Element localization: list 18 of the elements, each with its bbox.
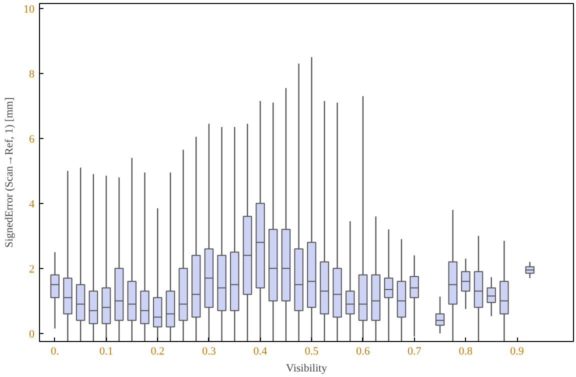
x-tick-label: 0.9 — [510, 346, 524, 358]
x-tick-label: 0.8 — [458, 346, 474, 358]
x-tick-label: 0.4 — [253, 346, 268, 358]
y-tick-label: 4 — [29, 198, 35, 210]
x-tick-label: 0.6 — [356, 346, 370, 358]
x-tick-label: 0.1 — [99, 346, 114, 358]
x-tick-label: 0. — [50, 346, 60, 358]
y-tick-label: 2 — [29, 263, 34, 276]
y-tick-label: 0 — [29, 328, 35, 340]
y-tick-label: 6 — [29, 133, 35, 146]
x-tick-label: 0.2 — [150, 346, 164, 358]
y-axis-title: SignedError (Scan→Ref, 1) [mm] — [4, 97, 16, 248]
x-tick-label: 0.3 — [202, 346, 216, 358]
x-tick-label: 0.7 — [407, 346, 422, 358]
x-tick-label: 0.5 — [304, 346, 320, 358]
y-tick-label: 10 — [24, 3, 35, 16]
x-axis-title: Visibility — [286, 362, 328, 374]
y-tick-label: 8 — [29, 68, 35, 80]
